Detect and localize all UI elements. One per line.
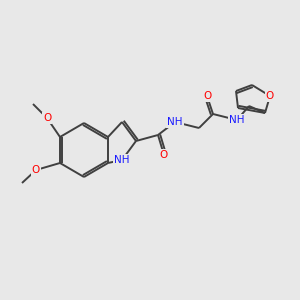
Text: NH: NH [114,155,130,165]
Text: O: O [32,165,40,175]
Text: O: O [266,91,274,101]
Text: NH: NH [167,117,183,127]
Text: O: O [43,113,51,123]
Text: O: O [160,150,168,160]
Text: NH: NH [229,115,245,125]
Text: O: O [203,91,211,101]
